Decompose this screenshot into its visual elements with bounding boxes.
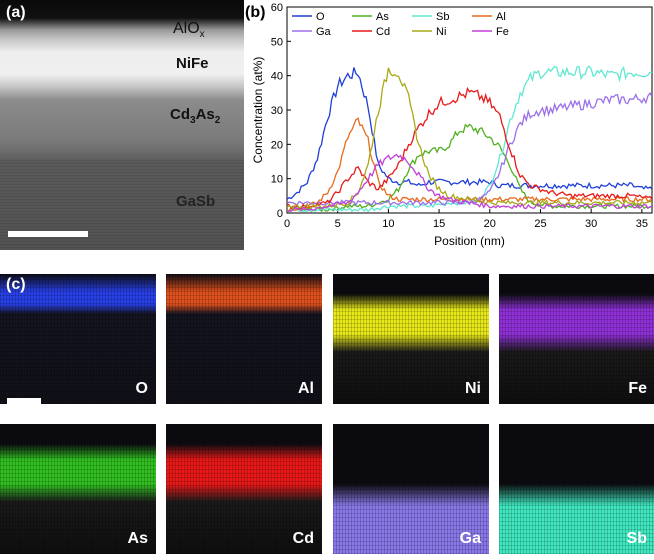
series-line-ni	[287, 67, 652, 210]
x-tick-label: 30	[585, 218, 597, 230]
series-line-ga	[287, 91, 652, 207]
map-element-label: Ga	[459, 530, 481, 547]
series-line-al	[287, 117, 652, 212]
x-tick-label: 15	[433, 218, 445, 230]
x-tick-label: 25	[534, 218, 546, 230]
x-axis-label: Position (nm)	[434, 234, 505, 248]
legend-label-as: As	[376, 11, 389, 23]
map-scale-bar	[7, 398, 41, 404]
map-element-label: As	[127, 530, 148, 547]
x-tick-label: 10	[382, 218, 394, 230]
y-tick-label: 20	[271, 139, 283, 151]
panel-c-label: (c)	[6, 276, 26, 293]
map-element-label: Al	[298, 380, 314, 397]
y-axis-label: Concentration (at%)	[251, 57, 265, 164]
legend-label-sb: Sb	[436, 11, 449, 23]
map-element-label: Cd	[292, 530, 314, 547]
map-element-label: Sb	[626, 530, 647, 547]
x-tick-label: 20	[484, 218, 496, 230]
legend-label-fe: Fe	[496, 26, 509, 38]
eds-map-sb: Sb	[499, 424, 654, 554]
eds-map-o: O	[0, 274, 156, 404]
map-element-label: Ni	[465, 380, 481, 397]
eds-map-al: Al	[166, 274, 322, 404]
eds-map-fe: Fe	[499, 274, 654, 404]
eds-map-ga: Ga	[333, 424, 489, 554]
legend-label-ni: Ni	[436, 26, 446, 38]
concentration-chart: 0 5 10 15 20 25 30 35 0 10 20 30 40 50 60 Position (nm)…	[251, 2, 653, 248]
y-tick-label: 10	[271, 174, 283, 186]
legend-label-al: Al	[496, 11, 506, 23]
series-line-fe	[287, 153, 652, 212]
tem-image: (a) AlOx NiFe Cd3As2 GaSb	[0, 0, 244, 250]
eds-map-as: As	[0, 424, 156, 554]
plot-frame	[286, 6, 653, 214]
panel-b-label: (b)	[245, 4, 266, 21]
layer-label-nife: NiFe	[176, 55, 209, 72]
map-element-label: O	[135, 380, 148, 397]
y-tick-label: 60	[271, 2, 283, 14]
layer-label-alox: AlOx	[173, 20, 205, 41]
y-tick-label: 0	[277, 208, 283, 220]
y-tick-label: 30	[271, 105, 283, 117]
series-line-cd	[287, 86, 652, 210]
eds-map-cd: Cd	[166, 424, 322, 554]
legend-label-o: O	[316, 11, 325, 23]
y-tick-label: 50	[271, 36, 283, 48]
map-element-label: Fe	[628, 380, 647, 397]
eds-map-grid: O Al Ni Fe As Cd Ga Sb (c)	[0, 274, 654, 560]
series-line-o	[287, 67, 652, 200]
x-tick-label: 5	[335, 218, 341, 230]
legend-label-ga: Ga	[316, 26, 332, 38]
legend-label-cd: Cd	[376, 26, 390, 38]
x-tick-label: 35	[636, 218, 648, 230]
panel-a-label: (a)	[6, 4, 26, 21]
scale-bar	[8, 231, 88, 237]
y-tick-label: 40	[271, 71, 283, 83]
eds-map-ni: Ni	[333, 274, 489, 404]
layer-label-cd3as2: Cd3As2	[170, 106, 221, 126]
x-tick-label: 0	[284, 218, 290, 230]
layer-label-gasb: GaSb	[176, 193, 216, 210]
